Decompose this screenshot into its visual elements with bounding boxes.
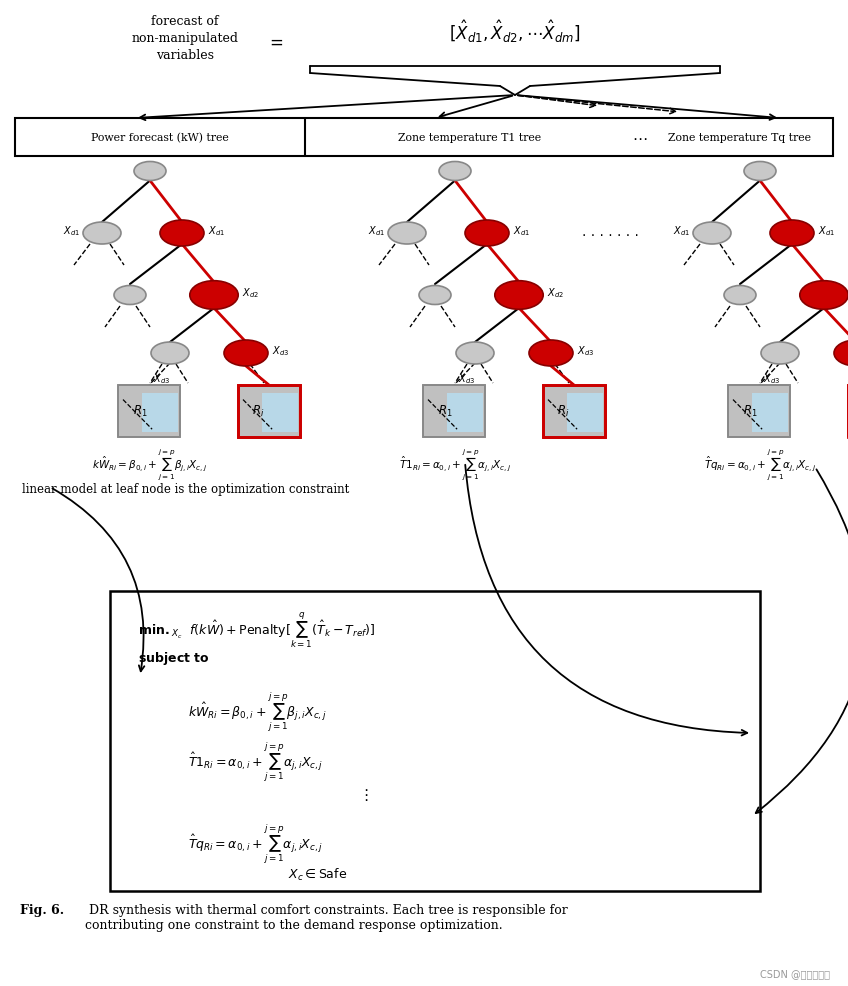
Ellipse shape xyxy=(456,343,494,365)
Ellipse shape xyxy=(419,286,451,306)
Ellipse shape xyxy=(744,163,776,181)
Text: $X_{d3}$: $X_{d3}$ xyxy=(272,344,289,358)
Ellipse shape xyxy=(529,340,573,367)
Ellipse shape xyxy=(770,221,814,246)
Bar xyxy=(543,386,605,438)
Bar xyxy=(423,386,485,438)
Ellipse shape xyxy=(724,286,756,306)
Ellipse shape xyxy=(151,343,189,365)
Text: $X_{d1}$: $X_{d1}$ xyxy=(208,224,225,238)
Text: $X_{d1}$: $X_{d1}$ xyxy=(513,224,530,238)
Text: $X_{d1}$: $X_{d1}$ xyxy=(63,224,80,238)
Bar xyxy=(15,119,833,157)
Text: $\mathbf{subject\ to}$: $\mathbf{subject\ to}$ xyxy=(138,650,209,667)
Text: $R_1$: $R_1$ xyxy=(133,403,148,418)
Text: $X_{d1}$: $X_{d1}$ xyxy=(818,224,835,238)
Text: $X_{d3}$: $X_{d3}$ xyxy=(153,372,170,386)
Ellipse shape xyxy=(160,221,204,246)
Bar xyxy=(447,393,483,433)
Bar xyxy=(142,393,177,433)
Ellipse shape xyxy=(761,343,799,365)
Text: $X_{d3}$: $X_{d3}$ xyxy=(577,344,594,358)
Text: DR synthesis with thermal comfort constraints. Each tree is responsible for
cont: DR synthesis with thermal comfort constr… xyxy=(85,903,568,931)
Text: CSDN @茎枝科研社: CSDN @茎枝科研社 xyxy=(760,968,830,978)
Text: $=$: $=$ xyxy=(266,33,284,51)
Bar xyxy=(238,386,300,438)
Ellipse shape xyxy=(83,223,121,245)
Text: $\mathbf{min.}_{X_c}\ \ f(k\hat{W}) + \mathrm{Penalty}[\sum_{k=1}^{q}(\hat{T}_k : $\mathbf{min.}_{X_c}\ \ f(k\hat{W}) + \m… xyxy=(138,609,376,649)
Text: $R_1$: $R_1$ xyxy=(743,403,757,418)
Ellipse shape xyxy=(190,281,238,310)
Bar xyxy=(543,386,605,438)
Bar xyxy=(751,393,788,433)
Text: $X_{d3}$: $X_{d3}$ xyxy=(459,372,476,386)
Bar xyxy=(261,393,298,433)
Ellipse shape xyxy=(834,340,848,367)
Text: . . . . . . .: . . . . . . . xyxy=(582,225,639,239)
Bar xyxy=(566,393,603,433)
Text: $k\hat{W}_{Ri}=\beta_{0,i}+\sum_{j=1}^{j=p}\beta_{j,i}X_{c,j}$: $k\hat{W}_{Ri}=\beta_{0,i}+\sum_{j=1}^{j… xyxy=(92,448,208,482)
Text: $k\hat{W}_{Ri} = \beta_{0,i} + \sum_{j=1}^{j=p}\beta_{j,i}X_{c,j}$: $k\hat{W}_{Ri} = \beta_{0,i} + \sum_{j=1… xyxy=(188,689,326,733)
Text: $R_i$: $R_i$ xyxy=(557,403,569,418)
Text: $X_{d1}$: $X_{d1}$ xyxy=(368,224,385,238)
Ellipse shape xyxy=(388,223,426,245)
Text: $X_{d1}$: $X_{d1}$ xyxy=(673,224,690,238)
Text: $X_c \in \mathrm{Safe}$: $X_c \in \mathrm{Safe}$ xyxy=(288,866,347,882)
Ellipse shape xyxy=(693,223,731,245)
Text: $R_i$: $R_i$ xyxy=(252,403,265,418)
Text: $\hat{T}q_{Ri} = \alpha_{0,i} + \sum_{j=1}^{j=p}\alpha_{j,i}X_{c,j}$: $\hat{T}q_{Ri} = \alpha_{0,i} + \sum_{j=… xyxy=(188,821,323,865)
Text: $X_{d2}$: $X_{d2}$ xyxy=(547,286,564,300)
Text: forecast of
non-manipulated
variables: forecast of non-manipulated variables xyxy=(131,15,238,62)
Bar xyxy=(728,386,790,438)
Bar xyxy=(423,386,485,438)
Bar xyxy=(118,386,180,438)
Text: $\hat{T}q_{Ri}=\alpha_{0,i}+\sum_{j=1}^{j=p}\alpha_{j,i}X_{c,j}$: $\hat{T}q_{Ri}=\alpha_{0,i}+\sum_{j=1}^{… xyxy=(704,448,817,482)
Ellipse shape xyxy=(114,286,146,306)
Text: $R_1$: $R_1$ xyxy=(438,403,453,418)
Text: $X_{d2}$: $X_{d2}$ xyxy=(242,286,259,300)
Ellipse shape xyxy=(224,340,268,367)
Text: $X_{d3}$: $X_{d3}$ xyxy=(763,372,781,386)
Ellipse shape xyxy=(494,281,544,310)
Bar xyxy=(118,386,180,438)
Text: Zone temperature Tq tree: Zone temperature Tq tree xyxy=(668,133,812,143)
Bar xyxy=(110,592,760,891)
Text: $\vdots$: $\vdots$ xyxy=(358,786,368,803)
Ellipse shape xyxy=(134,163,166,181)
Text: Fig. 6.: Fig. 6. xyxy=(20,903,64,916)
Text: $[\hat{X}_{d1}, \hat{X}_{d2}, \cdots \hat{X}_{dm}]$: $[\hat{X}_{d1}, \hat{X}_{d2}, \cdots \ha… xyxy=(449,19,581,45)
Text: linear model at leaf node is the optimization constraint: linear model at leaf node is the optimiz… xyxy=(22,482,349,496)
Text: $\hat{T}1_{Ri}=\alpha_{0,i}+\sum_{j=1}^{j=p}\alpha_{j,i}X_{c,j}$: $\hat{T}1_{Ri}=\alpha_{0,i}+\sum_{j=1}^{… xyxy=(399,448,511,482)
Bar xyxy=(238,386,300,438)
Text: Zone temperature T1 tree: Zone temperature T1 tree xyxy=(399,133,542,143)
Text: $\cdots$: $\cdots$ xyxy=(633,130,648,145)
Bar xyxy=(728,386,790,438)
Text: Power forecast (kW) tree: Power forecast (kW) tree xyxy=(91,133,229,143)
Ellipse shape xyxy=(465,221,509,246)
Ellipse shape xyxy=(800,281,848,310)
Text: $\hat{T}1_{Ri} = \alpha_{0,i} + \sum_{j=1}^{j=p}\alpha_{j,i}X_{c,j}$: $\hat{T}1_{Ri} = \alpha_{0,i} + \sum_{j=… xyxy=(188,740,323,783)
Ellipse shape xyxy=(439,163,471,181)
